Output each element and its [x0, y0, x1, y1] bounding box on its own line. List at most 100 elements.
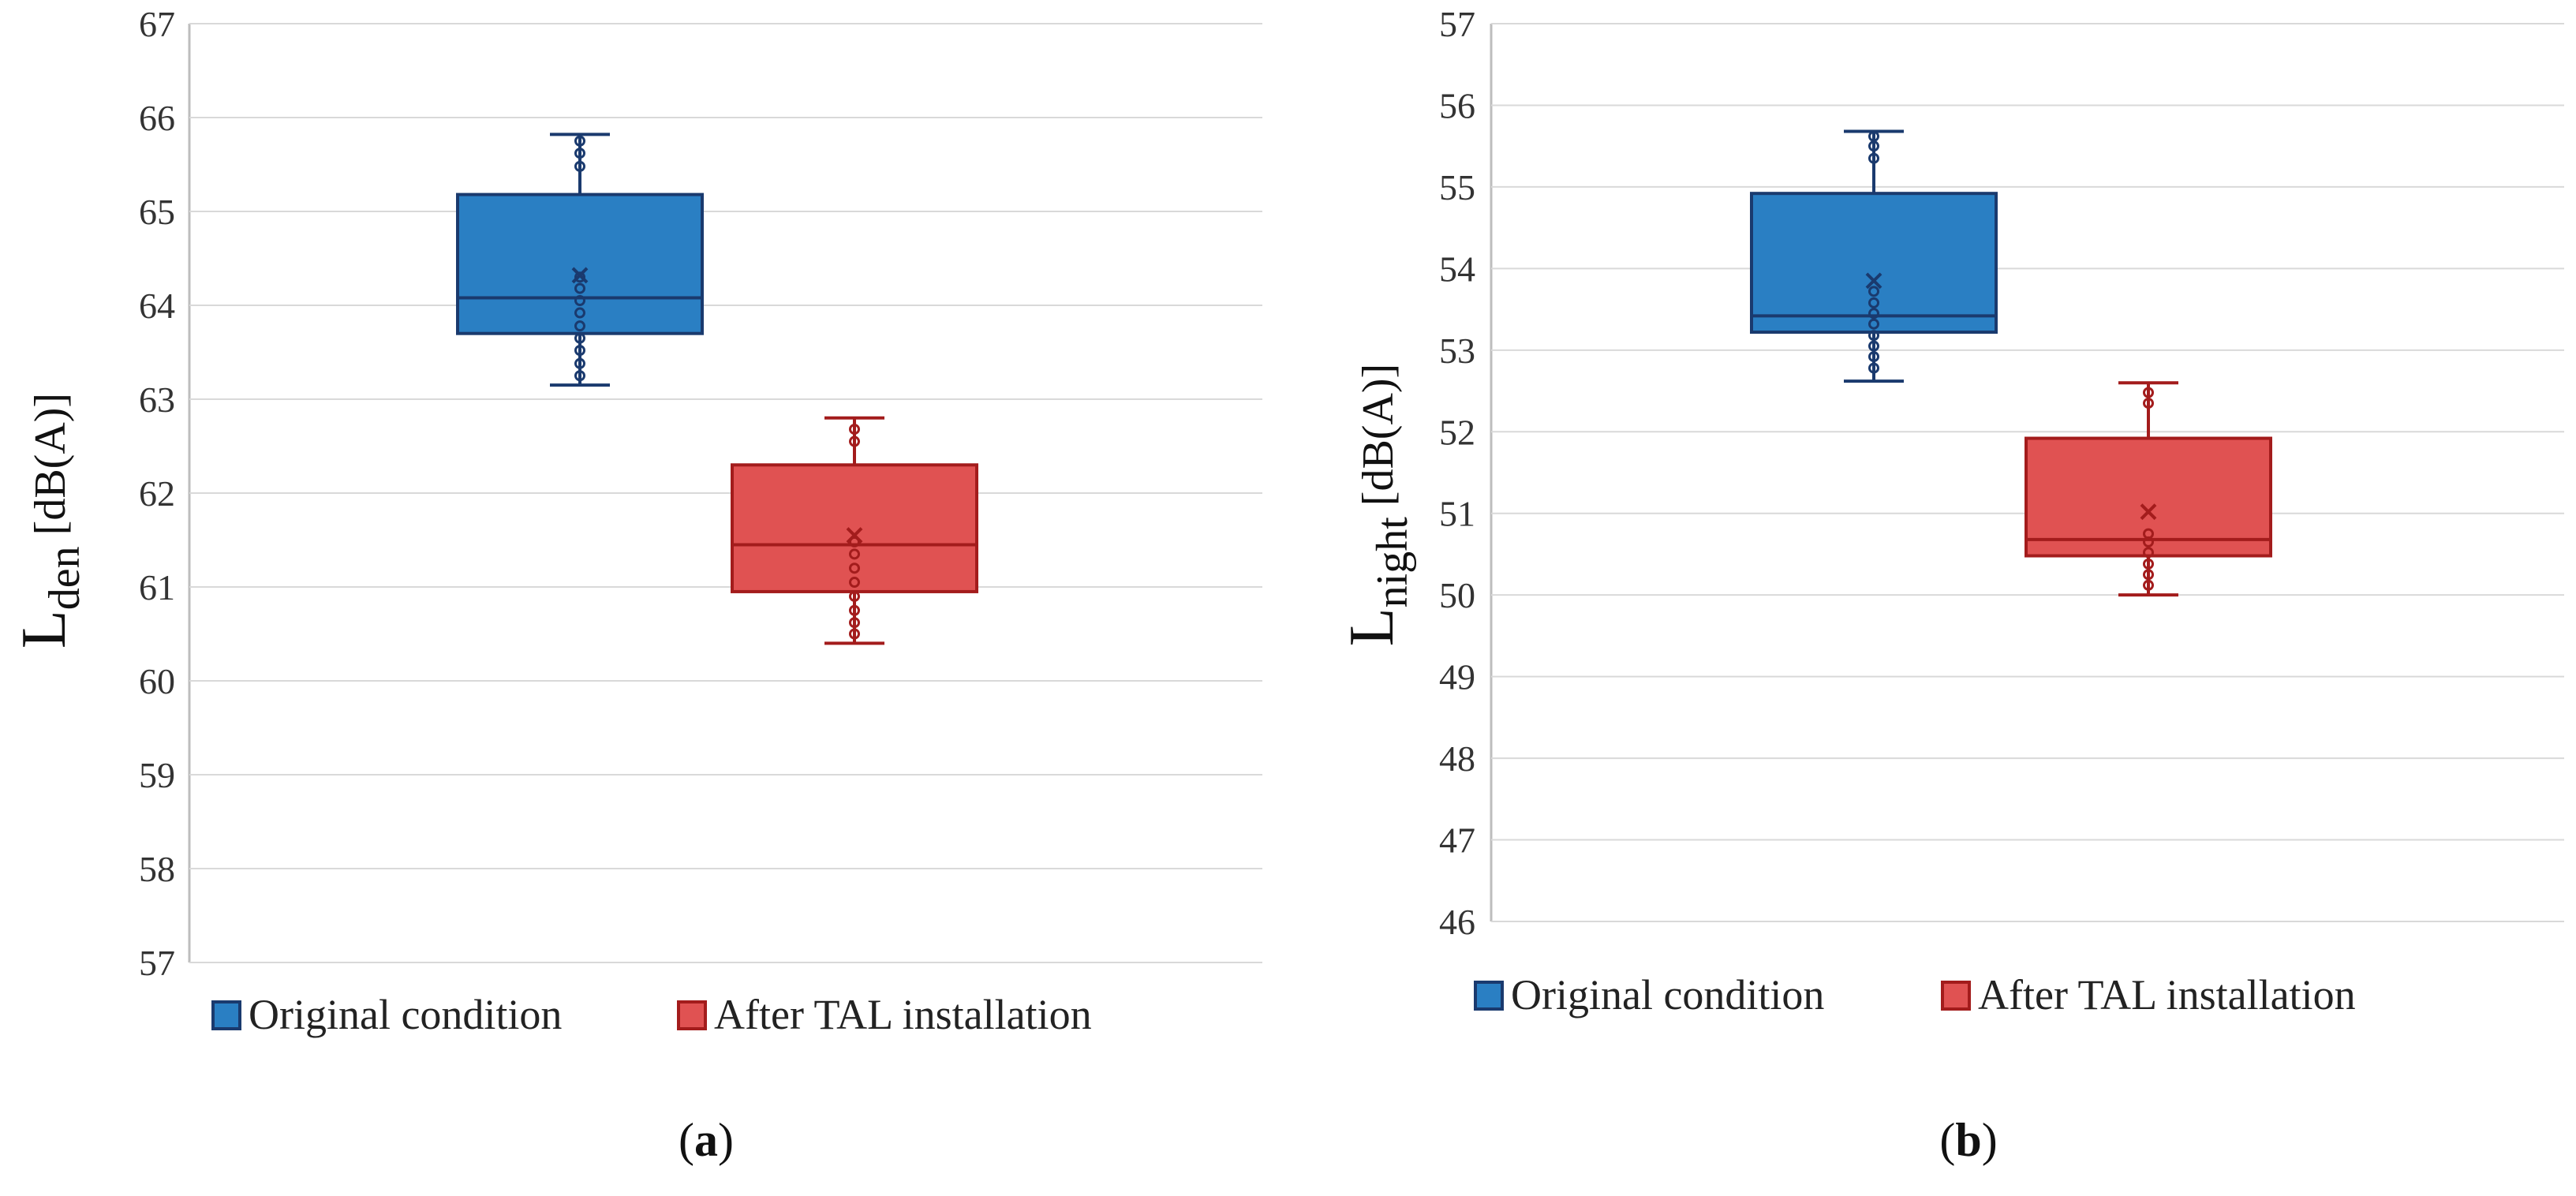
- panel-b-series-0-data-point: [1868, 308, 1879, 320]
- panel-b-ylabel-sub: night: [1368, 517, 1417, 608]
- panel-a-series-1-data-point: [849, 548, 860, 560]
- panel-a-legend-original: Original condition: [249, 991, 562, 1038]
- panel-b-series-1-data-point: [2143, 579, 2154, 591]
- panel-a-series-1-mean-marker: [846, 527, 863, 544]
- panel-b-ytick-label: 55: [1439, 167, 1475, 207]
- panel-a-legend-swatch-original: [211, 1000, 241, 1030]
- panel-a-boxes: [456, 133, 978, 645]
- panel-b-label-close: ): [1982, 1114, 1998, 1166]
- panel-b-ytick-label: 46: [1439, 902, 1475, 942]
- panel-a-series-1-data-point: [849, 562, 860, 574]
- panel-b-series-1-iqr-box: [2025, 436, 2272, 558]
- panel-a-series-1-data-point: [849, 536, 860, 548]
- panel-a-ytick-label: 59: [139, 755, 175, 795]
- panel-a-series-0-mean-marker: [571, 267, 589, 284]
- panel-a-series-0-data-point: [574, 345, 585, 357]
- panel-a-legend-swatch-after: [677, 1000, 707, 1030]
- panel-a-ytick-label: 57: [139, 943, 175, 983]
- panel-b-ytick-label: 51: [1439, 494, 1475, 534]
- panel-a-series-0-box-group: [456, 133, 704, 387]
- panel-a-series-0-data-point: [574, 320, 585, 332]
- panel-b-ytick-label: 47: [1439, 820, 1475, 861]
- panel-b-label-open: (: [1939, 1114, 1955, 1166]
- panel-a-ytick-label: 63: [139, 379, 175, 420]
- panel-a-ylabel-unit: [dB(A)]: [26, 393, 75, 546]
- panel-b-grid: [1490, 23, 2564, 922]
- panel-b-series-1-box-group: [2025, 381, 2272, 597]
- panel-b-boxes: [1750, 129, 2272, 597]
- panel-a-ytick-label: 62: [139, 473, 175, 514]
- panel-a-series-1-data-point: [849, 604, 860, 616]
- panel-a-ylabel-sub: den: [40, 546, 89, 610]
- panel-a-series-1-data-point: [849, 590, 860, 602]
- panel-a-legend-after: After TAL installation: [714, 991, 1092, 1038]
- panel-b-series-1-data-point: [2143, 398, 2154, 409]
- panel-a-series-0-data-point: [574, 295, 585, 307]
- panel-b-series-0-data-point: [1868, 362, 1879, 374]
- panel-a-ylabel-main: L: [9, 610, 79, 648]
- panel-a-ytick-label: 58: [139, 849, 175, 889]
- panel-b-ytick-label: 50: [1439, 575, 1475, 615]
- panel-b-label: (b): [1939, 1114, 1997, 1166]
- panel-b-series-0-data-point: [1868, 318, 1879, 330]
- panel-a-ytick-label: 65: [139, 192, 175, 232]
- panel-a-series-0-data-point: [574, 370, 585, 382]
- panel-b-series-0-data-point: [1868, 351, 1879, 363]
- panel-b-ytick-label: 54: [1439, 249, 1475, 289]
- panel-b-series-0-iqr-box: [1750, 192, 1998, 335]
- panel-b-series-0-data-point: [1868, 330, 1879, 342]
- panel-a-series-0-iqr-box: [456, 192, 704, 335]
- panel-a-series-0-data-point: [574, 332, 585, 344]
- panel-a-series-0-data-point: [574, 357, 585, 369]
- panel-a-series-0-data-point: [574, 282, 585, 294]
- panel-b-series-0-data-point: [1868, 297, 1879, 308]
- panel-b-series-1-data-point: [2143, 558, 2154, 570]
- panel-b-ytick-label: 52: [1439, 412, 1475, 452]
- panel-b-series-1-data-point: [2143, 387, 2154, 398]
- panel-b-series-0-data-point: [1868, 152, 1879, 164]
- panel-b-legend-after: After TAL installation: [1978, 971, 2356, 1018]
- panel-a-series-0-data-point: [574, 307, 585, 319]
- panel-b-ytick-label: 48: [1439, 738, 1475, 779]
- panel-a: 57 58 59 60 61 62 63 64 65 66 67 Lden [dB(A)] Orig…: [9, 4, 1262, 1166]
- panel-a-label-open: (: [679, 1114, 694, 1166]
- panel-b-series-0-data-point: [1868, 130, 1879, 142]
- panel-b-series-0-box-group: [1750, 129, 1998, 383]
- panel-b-label-letter: b: [1955, 1114, 1981, 1166]
- panel-b-series-0-data-point: [1868, 286, 1879, 297]
- panel-b-series-1-data-point: [2143, 569, 2154, 581]
- panel-b-ylabel-main: L: [1337, 607, 1407, 646]
- panel-a-label-letter: a: [694, 1114, 718, 1166]
- panel-b-legend-original: Original condition: [1511, 971, 1824, 1018]
- panel-b-ytick-label: 53: [1439, 331, 1475, 371]
- panel-b-ylabel-unit: [dB(A)]: [1354, 364, 1403, 517]
- panel-a-ylabel: Lden [dB(A)]: [9, 393, 89, 648]
- panel-a-series-1-data-point: [849, 617, 860, 629]
- panel-b-series-1-data-point: [2143, 528, 2154, 540]
- panel-a-grid: [188, 23, 1262, 963]
- panel-b-series-0-mean-marker: [1865, 272, 1882, 290]
- panel-a-series-1-data-point: [849, 424, 860, 435]
- panel-a-series-0-data-point: [574, 148, 585, 159]
- panel-a-series-0-data-point: [574, 135, 585, 147]
- panel-b-ytick-labels: 46 47 48 49 50 51 52 53 54 55 56 57: [1439, 4, 1475, 942]
- panel-a-series-1-data-point: [849, 435, 860, 447]
- panel-a-ytick-label: 61: [139, 567, 175, 607]
- panel-b-ytick-label: 49: [1439, 657, 1475, 697]
- panel-a-series-1-iqr-box: [731, 463, 978, 593]
- panel-a-ytick-label: 66: [139, 98, 175, 138]
- panel-a-series-0-data-point: [574, 160, 585, 172]
- panel-b-legend: Original condition After TAL installatio…: [1474, 971, 2356, 1018]
- panel-b-ytick-label: 57: [1439, 4, 1475, 44]
- panel-a-series-1-data-point: [849, 628, 860, 640]
- panel-b-series-1-data-point: [2143, 547, 2154, 559]
- panel-a-series-1-data-point: [849, 577, 860, 589]
- panel-b-series-1-mean-marker: [2140, 503, 2157, 521]
- panel-a-ytick-label: 60: [139, 661, 175, 701]
- panel-a-legend: Original condition After TAL installatio…: [211, 991, 1092, 1038]
- panel-a-ytick-labels: 57 58 59 60 61 62 63 64 65 66 67: [139, 4, 175, 983]
- panel-a-label-close: ): [718, 1114, 734, 1166]
- panel-a-series-1-box-group: [731, 416, 978, 645]
- panel-a-label: (a): [679, 1114, 734, 1166]
